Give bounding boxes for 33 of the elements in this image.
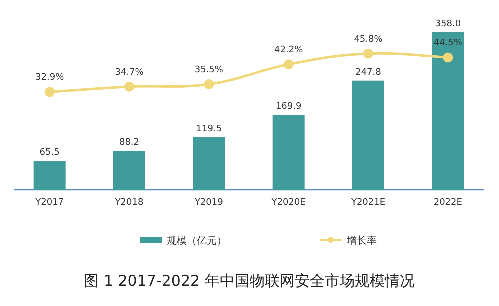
point — [44, 87, 55, 98]
point — [364, 48, 374, 59]
bar — [432, 32, 464, 190]
bar — [193, 137, 226, 190]
data-label: 34.7% — [115, 68, 144, 78]
x-tick-label: Y2017 — [34, 198, 64, 208]
x-tick-label: Y2020E — [270, 198, 306, 208]
bar — [34, 161, 66, 190]
data-label: 35.5% — [194, 65, 224, 76]
data-label: 119.5 — [196, 124, 222, 134]
point — [124, 82, 134, 92]
data-label: 45.8% — [354, 34, 384, 45]
data-label: 42.2% — [274, 46, 304, 56]
x-tick-label: 2022E — [434, 198, 463, 208]
x-tick-label: Y2018 — [114, 198, 144, 208]
text: 图 1 2017-2022 年中国物联网安全市场规模情况 — [84, 272, 415, 290]
bar — [352, 80, 384, 190]
bar — [114, 151, 146, 190]
data-label: 247.8 — [356, 68, 382, 78]
bar — [272, 115, 305, 190]
legend-label: 规模（亿元） — [167, 235, 227, 247]
legend-label: 增长率 — [346, 235, 377, 247]
data-label: 44.5% — [434, 38, 463, 49]
x-tick-label: Y2021E — [350, 198, 386, 208]
point — [443, 52, 454, 63]
data-label: 32.9% — [36, 73, 65, 84]
point — [284, 60, 294, 70]
point — [204, 79, 214, 90]
data-label: 65.5 — [40, 148, 60, 158]
data-label: 358.0 — [435, 19, 462, 30]
data-label: 88.2 — [119, 138, 140, 148]
data-label: 169.9 — [276, 102, 302, 112]
x-tick-label: Y2019 — [194, 198, 224, 208]
